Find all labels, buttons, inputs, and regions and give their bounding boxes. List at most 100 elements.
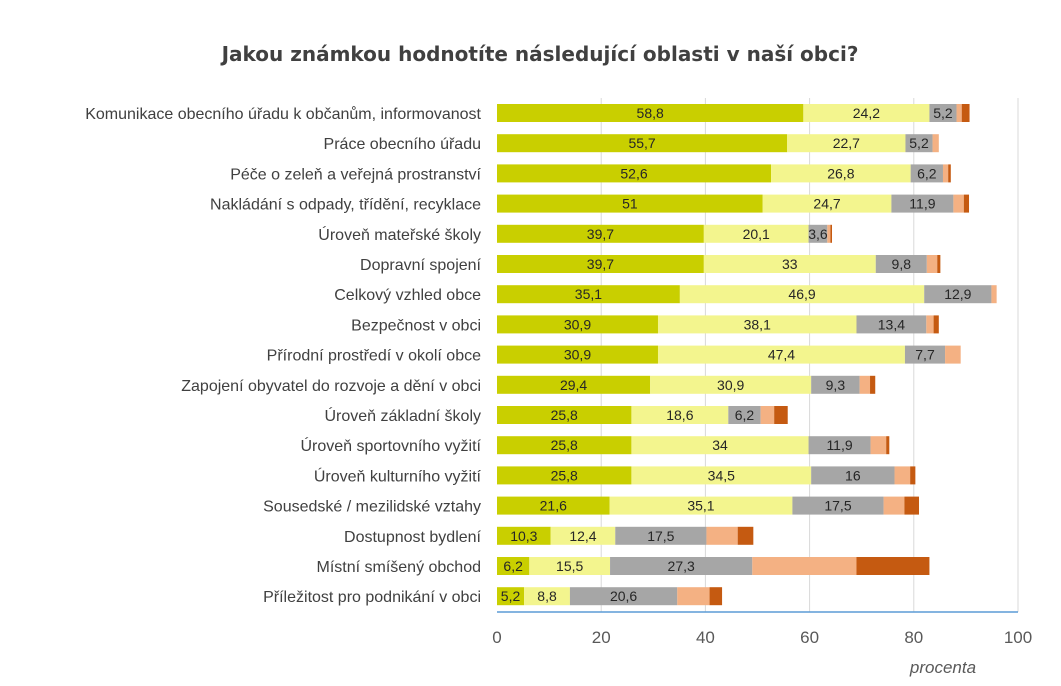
data-label: 3,6 (808, 226, 828, 242)
bar-segment (961, 104, 970, 122)
bar-segment (792, 496, 884, 515)
bar-segment (856, 315, 927, 334)
bar-segment (650, 375, 812, 394)
category-label: Dostupnost bydlení (344, 529, 482, 546)
bar-segment (787, 134, 906, 153)
data-label: 47,4 (768, 347, 795, 363)
data-label: 18,6 (666, 407, 693, 423)
bar-segment (497, 134, 788, 153)
bar-segment (497, 557, 530, 575)
category-label: Nakládání s odpady, třídění, recyklace (210, 197, 481, 214)
bar-segment (910, 466, 916, 485)
bar-segment (497, 104, 804, 122)
bar-segment (497, 406, 632, 424)
data-label: 22,7 (833, 135, 860, 151)
bar-segment (827, 224, 831, 243)
data-label: 46,9 (788, 286, 815, 302)
data-label: 7,7 (915, 347, 935, 363)
category-label: Práce obecního úřadu (324, 136, 481, 153)
bar-segment (524, 587, 570, 606)
bar-segment (926, 315, 934, 334)
bar-segment (615, 526, 707, 545)
bar-segment (709, 587, 723, 606)
bar-segment (497, 466, 632, 485)
bar-segment (963, 194, 970, 213)
data-label: 6,2 (503, 558, 523, 574)
bar-segment (657, 345, 905, 364)
bar-segment (870, 375, 876, 394)
category-label: Přírodní prostředí v okolí obce (267, 348, 481, 365)
x-tick-label: 20 (592, 628, 611, 647)
data-label: 30,9 (564, 316, 591, 332)
bar-segment (937, 255, 941, 273)
bar-segment (497, 526, 551, 545)
bar-segment (856, 557, 930, 575)
bar-segment (933, 315, 939, 334)
bar-segment (631, 436, 809, 455)
data-label: 26,8 (827, 165, 854, 181)
chart-title: Jakou známkou hodnotíte následující obla… (221, 42, 859, 66)
data-label: 55,7 (628, 135, 655, 151)
data-label: 52,6 (620, 165, 647, 181)
data-label: 58,8 (637, 105, 664, 121)
category-label: Úroveň základní školy (324, 406, 481, 425)
data-label: 38,1 (744, 316, 771, 332)
category-label: Úroveň mateřské školy (318, 225, 481, 244)
category-label: Úroveň sportovního vyžití (300, 436, 481, 455)
bar-segment (870, 436, 887, 455)
bar-segment (497, 164, 772, 183)
data-label: 11,9 (826, 437, 852, 453)
bar-segment (904, 496, 920, 515)
bar-segment (875, 255, 927, 273)
data-label: 6,2 (735, 407, 755, 423)
data-label: 35,1 (575, 286, 602, 302)
bar-segment (808, 224, 828, 243)
data-label: 17,5 (647, 528, 674, 544)
bar-segment (631, 406, 729, 424)
data-label: 25,8 (551, 467, 578, 483)
x-tick-label: 100 (1004, 628, 1032, 647)
x-tick-label: 40 (696, 628, 715, 647)
category-label: Úroveň kulturního vyžití (314, 466, 482, 485)
data-label: 39,7 (587, 226, 614, 242)
data-label: 35,1 (687, 498, 714, 514)
bar-segment (497, 436, 632, 455)
data-label: 39,7 (587, 256, 614, 272)
data-label: 34,5 (708, 467, 735, 483)
data-label: 9,8 (892, 256, 912, 272)
data-label: 29,4 (560, 377, 587, 393)
data-label: 27,3 (668, 558, 695, 574)
data-label: 33 (782, 256, 798, 272)
data-label: 11,9 (909, 196, 935, 212)
data-label: 15,5 (556, 558, 583, 574)
bar-segment (771, 164, 911, 183)
bar-segment (904, 345, 946, 364)
data-label: 20,6 (610, 588, 637, 604)
bar-segment (497, 587, 525, 606)
data-label: 6,2 (917, 165, 937, 181)
data-label: 9,3 (826, 377, 846, 393)
bar-segment (811, 375, 860, 394)
bar-segment (706, 526, 738, 545)
bar-segment (497, 224, 704, 243)
data-label: 5,2 (933, 105, 953, 121)
bar-segment (497, 194, 763, 213)
bar-segment (894, 466, 911, 485)
bar-segment (550, 526, 616, 545)
category-label: Místní smíšený obchod (316, 559, 481, 576)
category-label: Bezpečnost v obci (351, 317, 481, 334)
bar-segment (569, 587, 678, 606)
bar-segment (657, 315, 857, 334)
data-label: 12,9 (944, 286, 971, 302)
bar-segment (737, 526, 754, 545)
data-label: 25,8 (551, 437, 578, 453)
x-axis-title: procenta (909, 658, 976, 677)
data-label: 5,2 (501, 588, 521, 604)
bar-segment (497, 345, 658, 364)
bar-segment (631, 466, 812, 485)
bar-segment (497, 375, 651, 394)
bar-segment (910, 164, 943, 183)
data-label: 10,3 (510, 528, 537, 544)
data-label: 51 (622, 196, 638, 212)
data-label: 24,7 (813, 196, 840, 212)
